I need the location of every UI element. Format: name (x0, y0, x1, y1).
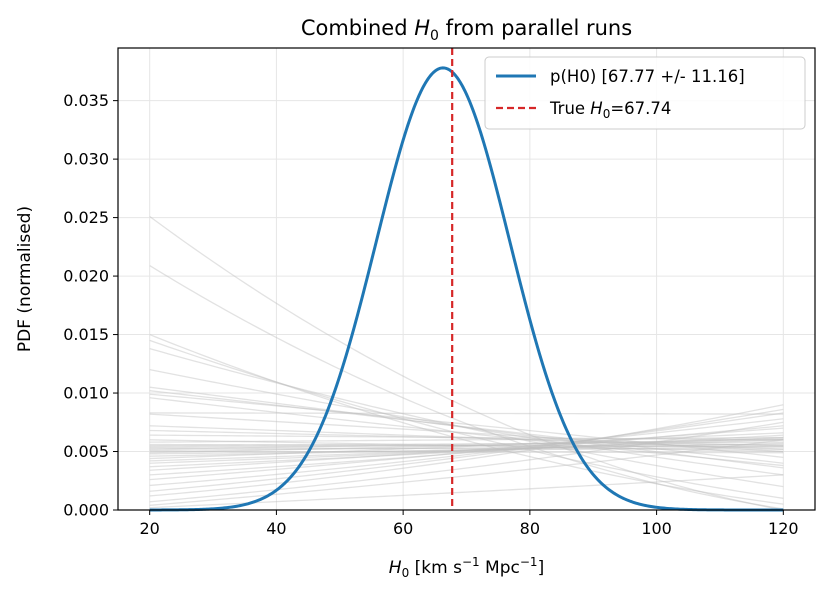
axes-frame (117, 47, 816, 511)
combined-pdf-curve (149, 66, 784, 512)
run-curve-34 (149, 412, 784, 487)
legend: p(H0) [67.77 +/- 11.16] True H0=67.74 (484, 56, 806, 130)
run-curve-37 (149, 421, 784, 503)
run-curve-10 (149, 412, 784, 415)
x-axis-label: H0 [km s−1 Mpc−1] (389, 555, 544, 580)
x-tick-label-5: 120 (768, 519, 799, 538)
run-curve-30 (149, 434, 784, 468)
run-curve-16 (149, 436, 784, 443)
run-curve-13 (149, 429, 784, 447)
x-tick-label-0: 20 (140, 519, 160, 538)
y-tick-label-5: 0.025 (63, 208, 109, 227)
run-curve-8 (149, 393, 784, 459)
run-curve-24 (149, 438, 784, 454)
run-curve-23 (149, 450, 784, 454)
grid-lines (118, 48, 815, 511)
run-curve-0 (149, 215, 784, 511)
combined-pdf-group (149, 66, 784, 512)
y-tick-label-3: 0.015 (63, 325, 109, 344)
run-curve-33 (149, 418, 784, 481)
run-curve-15 (149, 439, 784, 453)
legend-label-true: True H0=67.74 (549, 99, 671, 121)
y-tick-label-1: 0.005 (63, 442, 109, 461)
y-axis-label: PDF (normalised) (15, 206, 35, 352)
run-curve-18 (149, 441, 784, 447)
legend-label-combined: p(H0) [67.77 +/- 11.16] (550, 67, 745, 86)
y-tick-label-2: 0.010 (63, 384, 109, 403)
run-curve-14 (149, 434, 784, 441)
run-curve-25 (149, 446, 784, 455)
run-curve-31 (149, 427, 784, 471)
run-curve-38 (149, 439, 784, 506)
run-curve-4 (149, 347, 784, 488)
run-curve-22 (149, 445, 784, 451)
run-curve-1 (149, 264, 784, 510)
run-curve-26 (149, 442, 784, 457)
run-curve-5 (149, 369, 784, 476)
chart-title: Combined H0 from parallel runs (301, 16, 632, 44)
run-curve-17 (149, 443, 784, 448)
y-tick-label-4: 0.020 (63, 267, 109, 286)
run-curve-36 (149, 404, 784, 497)
run-curve-32 (149, 425, 784, 476)
x-tick-label-4: 100 (641, 519, 672, 538)
y-tick-label-6: 0.030 (63, 150, 109, 169)
run-curve-2 (149, 333, 784, 505)
x-tick-label-1: 40 (266, 519, 286, 538)
run-curve-29 (149, 436, 784, 464)
run-curve-3 (149, 339, 784, 499)
run-curve-11 (149, 413, 784, 453)
y-tick-label-7: 0.035 (63, 91, 109, 110)
run-curve-35 (149, 408, 784, 492)
run-curve-21 (149, 439, 784, 450)
legend-box (484, 56, 806, 130)
x-tick-label-3: 80 (520, 519, 540, 538)
parallel-run-curves (149, 215, 784, 511)
run-curve-7 (149, 390, 784, 464)
run-curve-9 (149, 397, 784, 467)
run-curve-6 (149, 386, 784, 469)
x-axis-ticks: 20 40 60 80 100 120 (140, 510, 799, 538)
run-curve-28 (149, 439, 784, 462)
y-tick-label-0: 0.000 (63, 501, 109, 520)
run-curve-27 (149, 432, 784, 460)
run-curve-20 (149, 447, 784, 450)
run-curve-19 (149, 443, 784, 448)
x-tick-label-2: 60 (393, 519, 413, 538)
y-axis-ticks: 0.000 0.005 0.010 0.015 0.020 0.025 0.030 0.035 (63, 91, 118, 520)
run-curve-12 (149, 425, 784, 450)
